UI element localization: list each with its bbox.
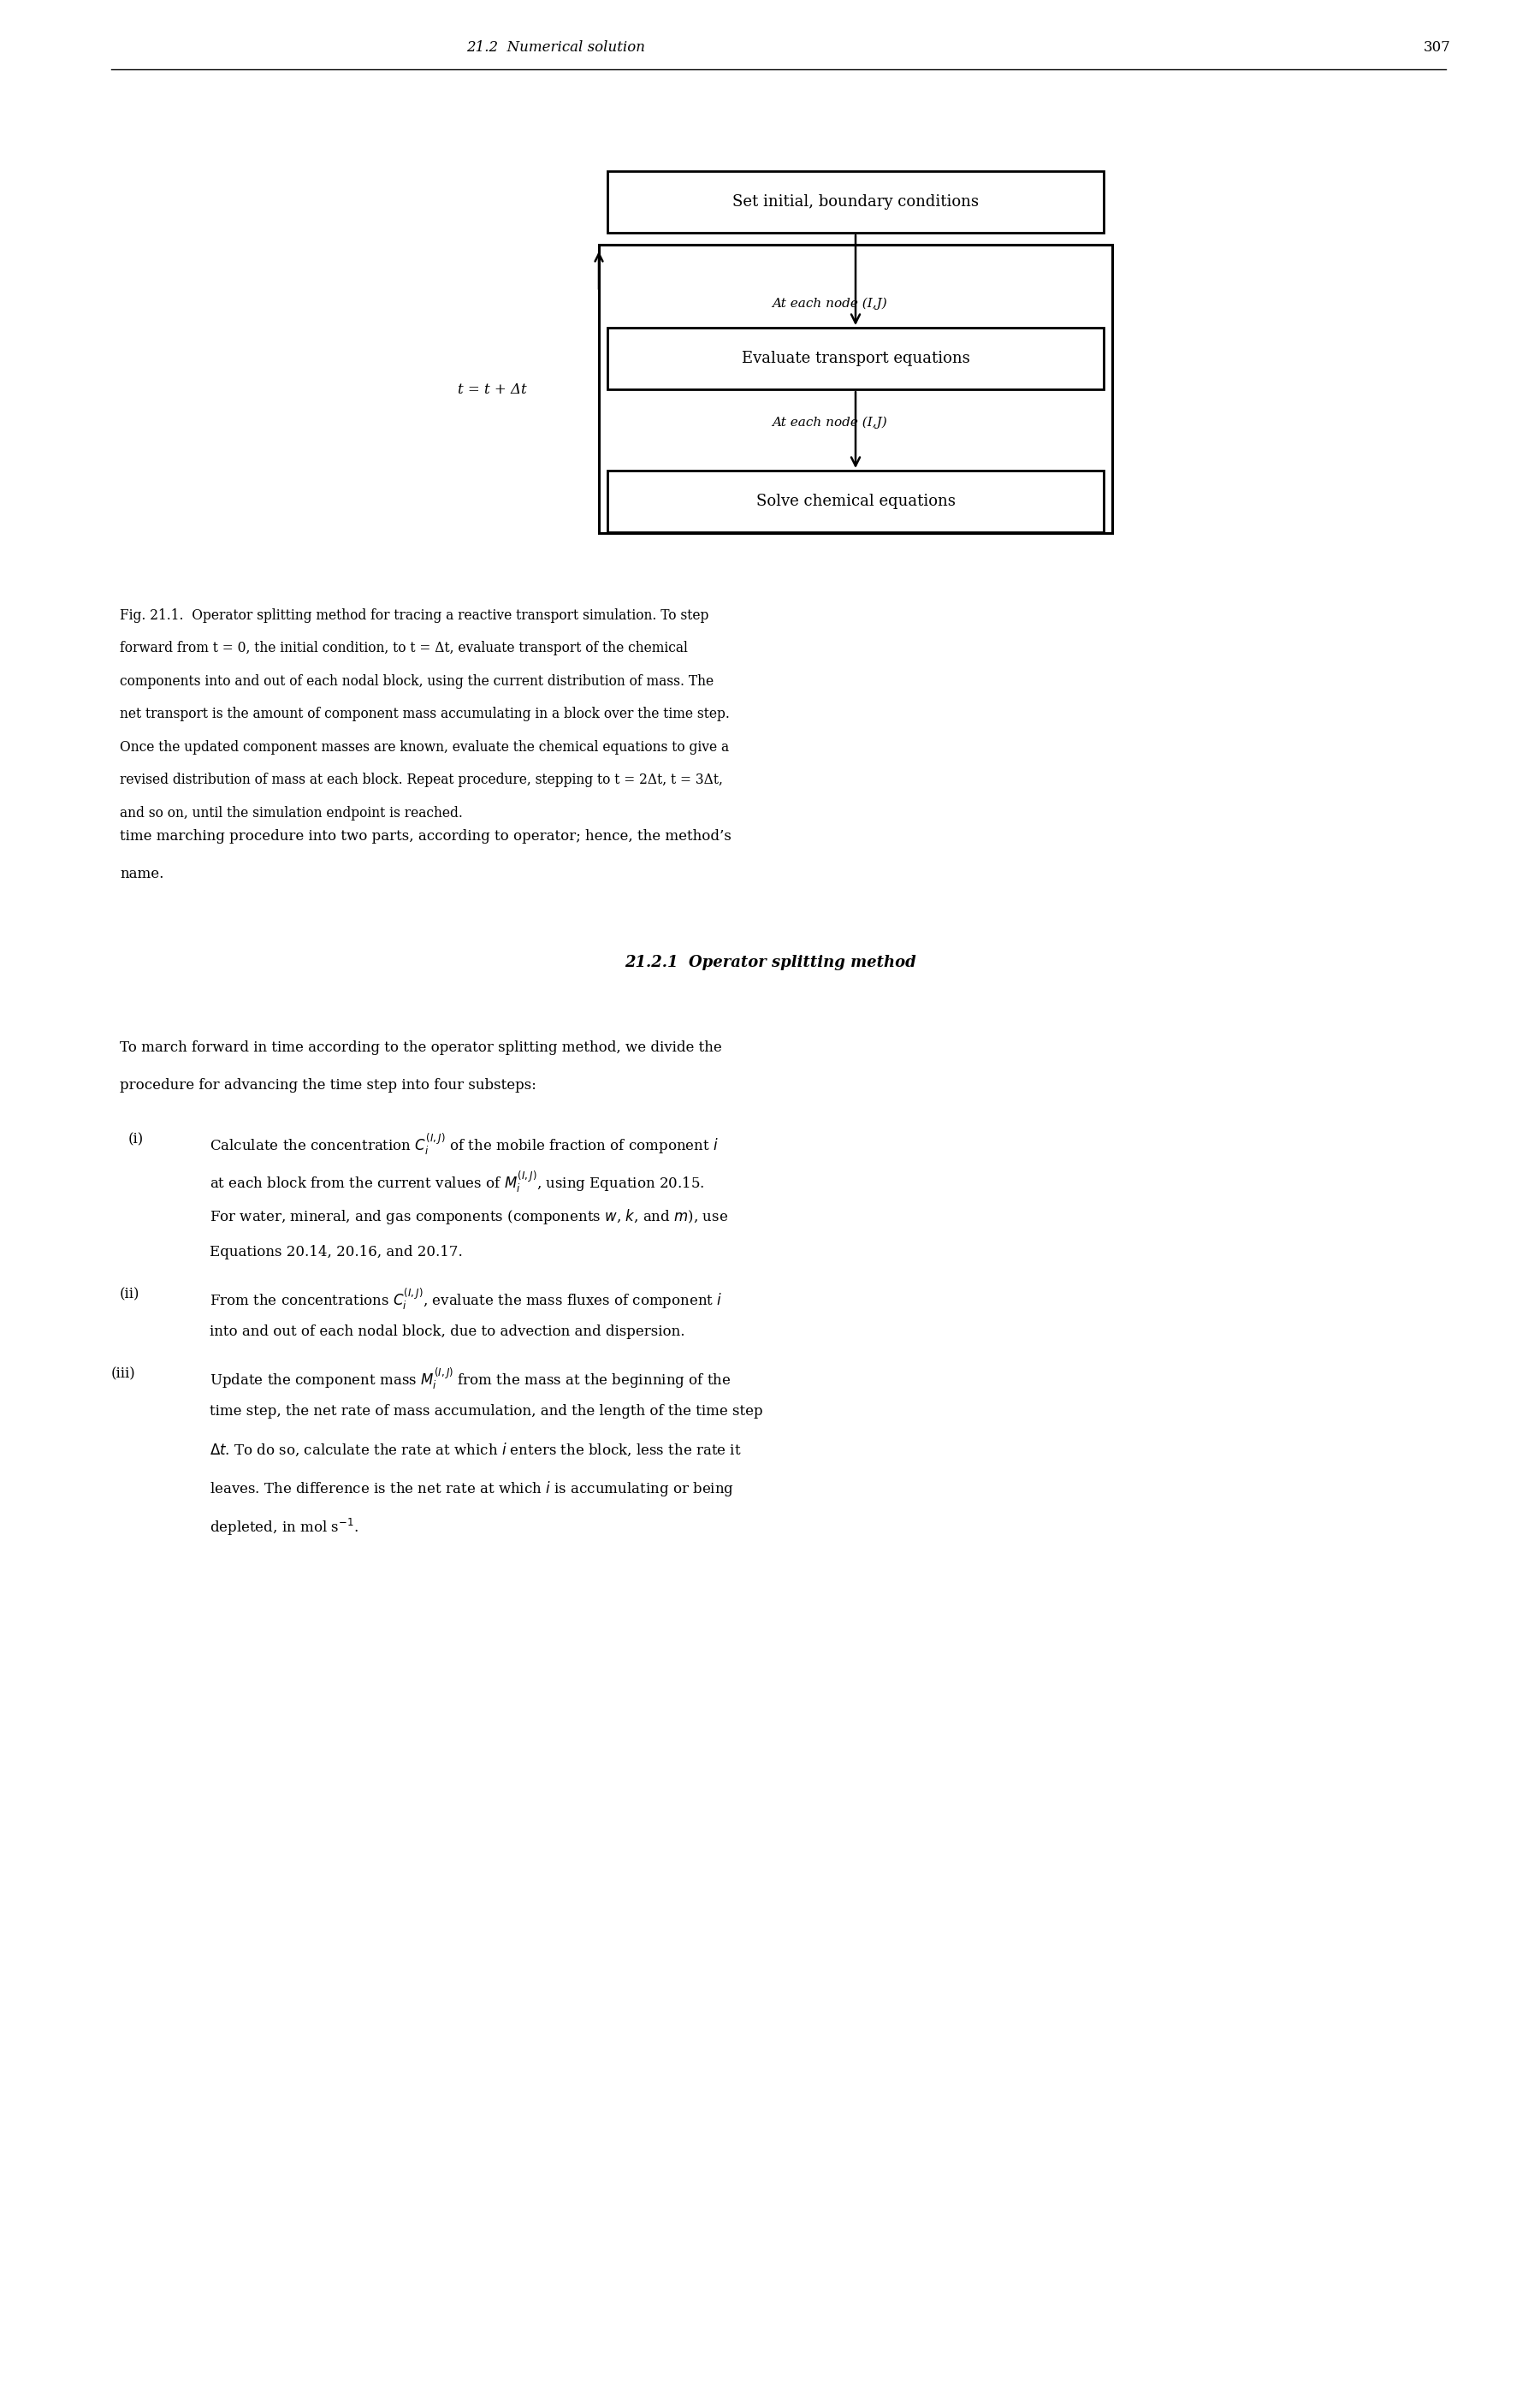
Text: t = t + Δt: t = t + Δt <box>457 382 527 396</box>
Bar <box>607 327 1104 389</box>
Bar <box>599 244 1112 533</box>
Text: (ii): (ii) <box>120 1287 140 1301</box>
Text: Evaluate transport equations: Evaluate transport equations <box>741 351 970 365</box>
Text: At each node (I,J): At each node (I,J) <box>772 298 887 310</box>
Text: Set initial, boundary conditions: Set initial, boundary conditions <box>733 193 979 210</box>
Text: procedure for advancing the time step into four substeps:: procedure for advancing the time step in… <box>120 1077 536 1094</box>
Text: Calculate the concentration $C_i^{(I,J)}$ of the mobile fraction of component $i: Calculate the concentration $C_i^{(I,J)}… <box>209 1132 719 1156</box>
Text: forward from t = 0, the initial condition, to t = Δt, evaluate transport of the : forward from t = 0, the initial conditio… <box>120 642 688 657</box>
Text: (i): (i) <box>128 1132 143 1146</box>
Text: Once the updated component masses are known, evaluate the chemical equations to : Once the updated component masses are kn… <box>120 740 728 755</box>
Text: time step, the net rate of mass accumulation, and the length of the time step: time step, the net rate of mass accumula… <box>209 1404 762 1418</box>
Text: components into and out of each nodal block, using the current distribution of m: components into and out of each nodal bl… <box>120 673 713 688</box>
Text: 307: 307 <box>1423 41 1451 55</box>
Text: Solve chemical equations: Solve chemical equations <box>756 494 955 509</box>
Text: 21.2.1  Operator splitting method: 21.2.1 Operator splitting method <box>624 955 916 970</box>
Text: Fig. 21.1.  Operator splitting method for tracing a reactive transport simulatio: Fig. 21.1. Operator splitting method for… <box>120 609 708 623</box>
Text: Equations 20.14, 20.16, and 20.17.: Equations 20.14, 20.16, and 20.17. <box>209 1244 462 1258</box>
Bar <box>607 470 1104 533</box>
Text: into and out of each nodal block, due to advection and dispersion.: into and out of each nodal block, due to… <box>209 1325 685 1340</box>
Text: To march forward in time according to the operator splitting method, we divide t: To march forward in time according to th… <box>120 1041 722 1055</box>
Text: 21.2  Numerical solution: 21.2 Numerical solution <box>467 41 645 55</box>
Text: $\Delta t$. To do so, calculate the rate at which $i$ enters the block, less the: $\Delta t$. To do so, calculate the rate… <box>209 1442 742 1459</box>
Text: At each node (I,J): At each node (I,J) <box>772 416 887 430</box>
Text: (iii): (iii) <box>111 1366 136 1380</box>
Bar <box>607 172 1104 232</box>
Text: revised distribution of mass at each block. Repeat procedure, stepping to t = 2Δ: revised distribution of mass at each blo… <box>120 774 722 788</box>
Text: time marching procedure into two parts, according to operator; hence, the method: time marching procedure into two parts, … <box>120 829 731 843</box>
Text: leaves. The difference is the net rate at which $i$ is accumulating or being: leaves. The difference is the net rate a… <box>209 1478 735 1497</box>
Text: name.: name. <box>120 867 163 881</box>
Text: Update the component mass $M_i^{(I,J)}$ from the mass at the beginning of the: Update the component mass $M_i^{(I,J)}$ … <box>209 1366 732 1392</box>
Text: For water, mineral, and gas components (components $w$, $k$, and $m$), use: For water, mineral, and gas components (… <box>209 1208 728 1225</box>
Text: net transport is the amount of component mass accumulating in a block over the t: net transport is the amount of component… <box>120 707 730 721</box>
Text: at each block from the current values of $M_i^{(I,J)}$, using Equation 20.15.: at each block from the current values of… <box>209 1170 705 1194</box>
Text: depleted, in mol s$^{-1}$.: depleted, in mol s$^{-1}$. <box>209 1516 359 1538</box>
Text: From the concentrations $C_i^{(I,J)}$, evaluate the mass fluxes of component $i$: From the concentrations $C_i^{(I,J)}$, e… <box>209 1287 722 1311</box>
Text: and so on, until the simulation endpoint is reached.: and so on, until the simulation endpoint… <box>120 807 462 821</box>
